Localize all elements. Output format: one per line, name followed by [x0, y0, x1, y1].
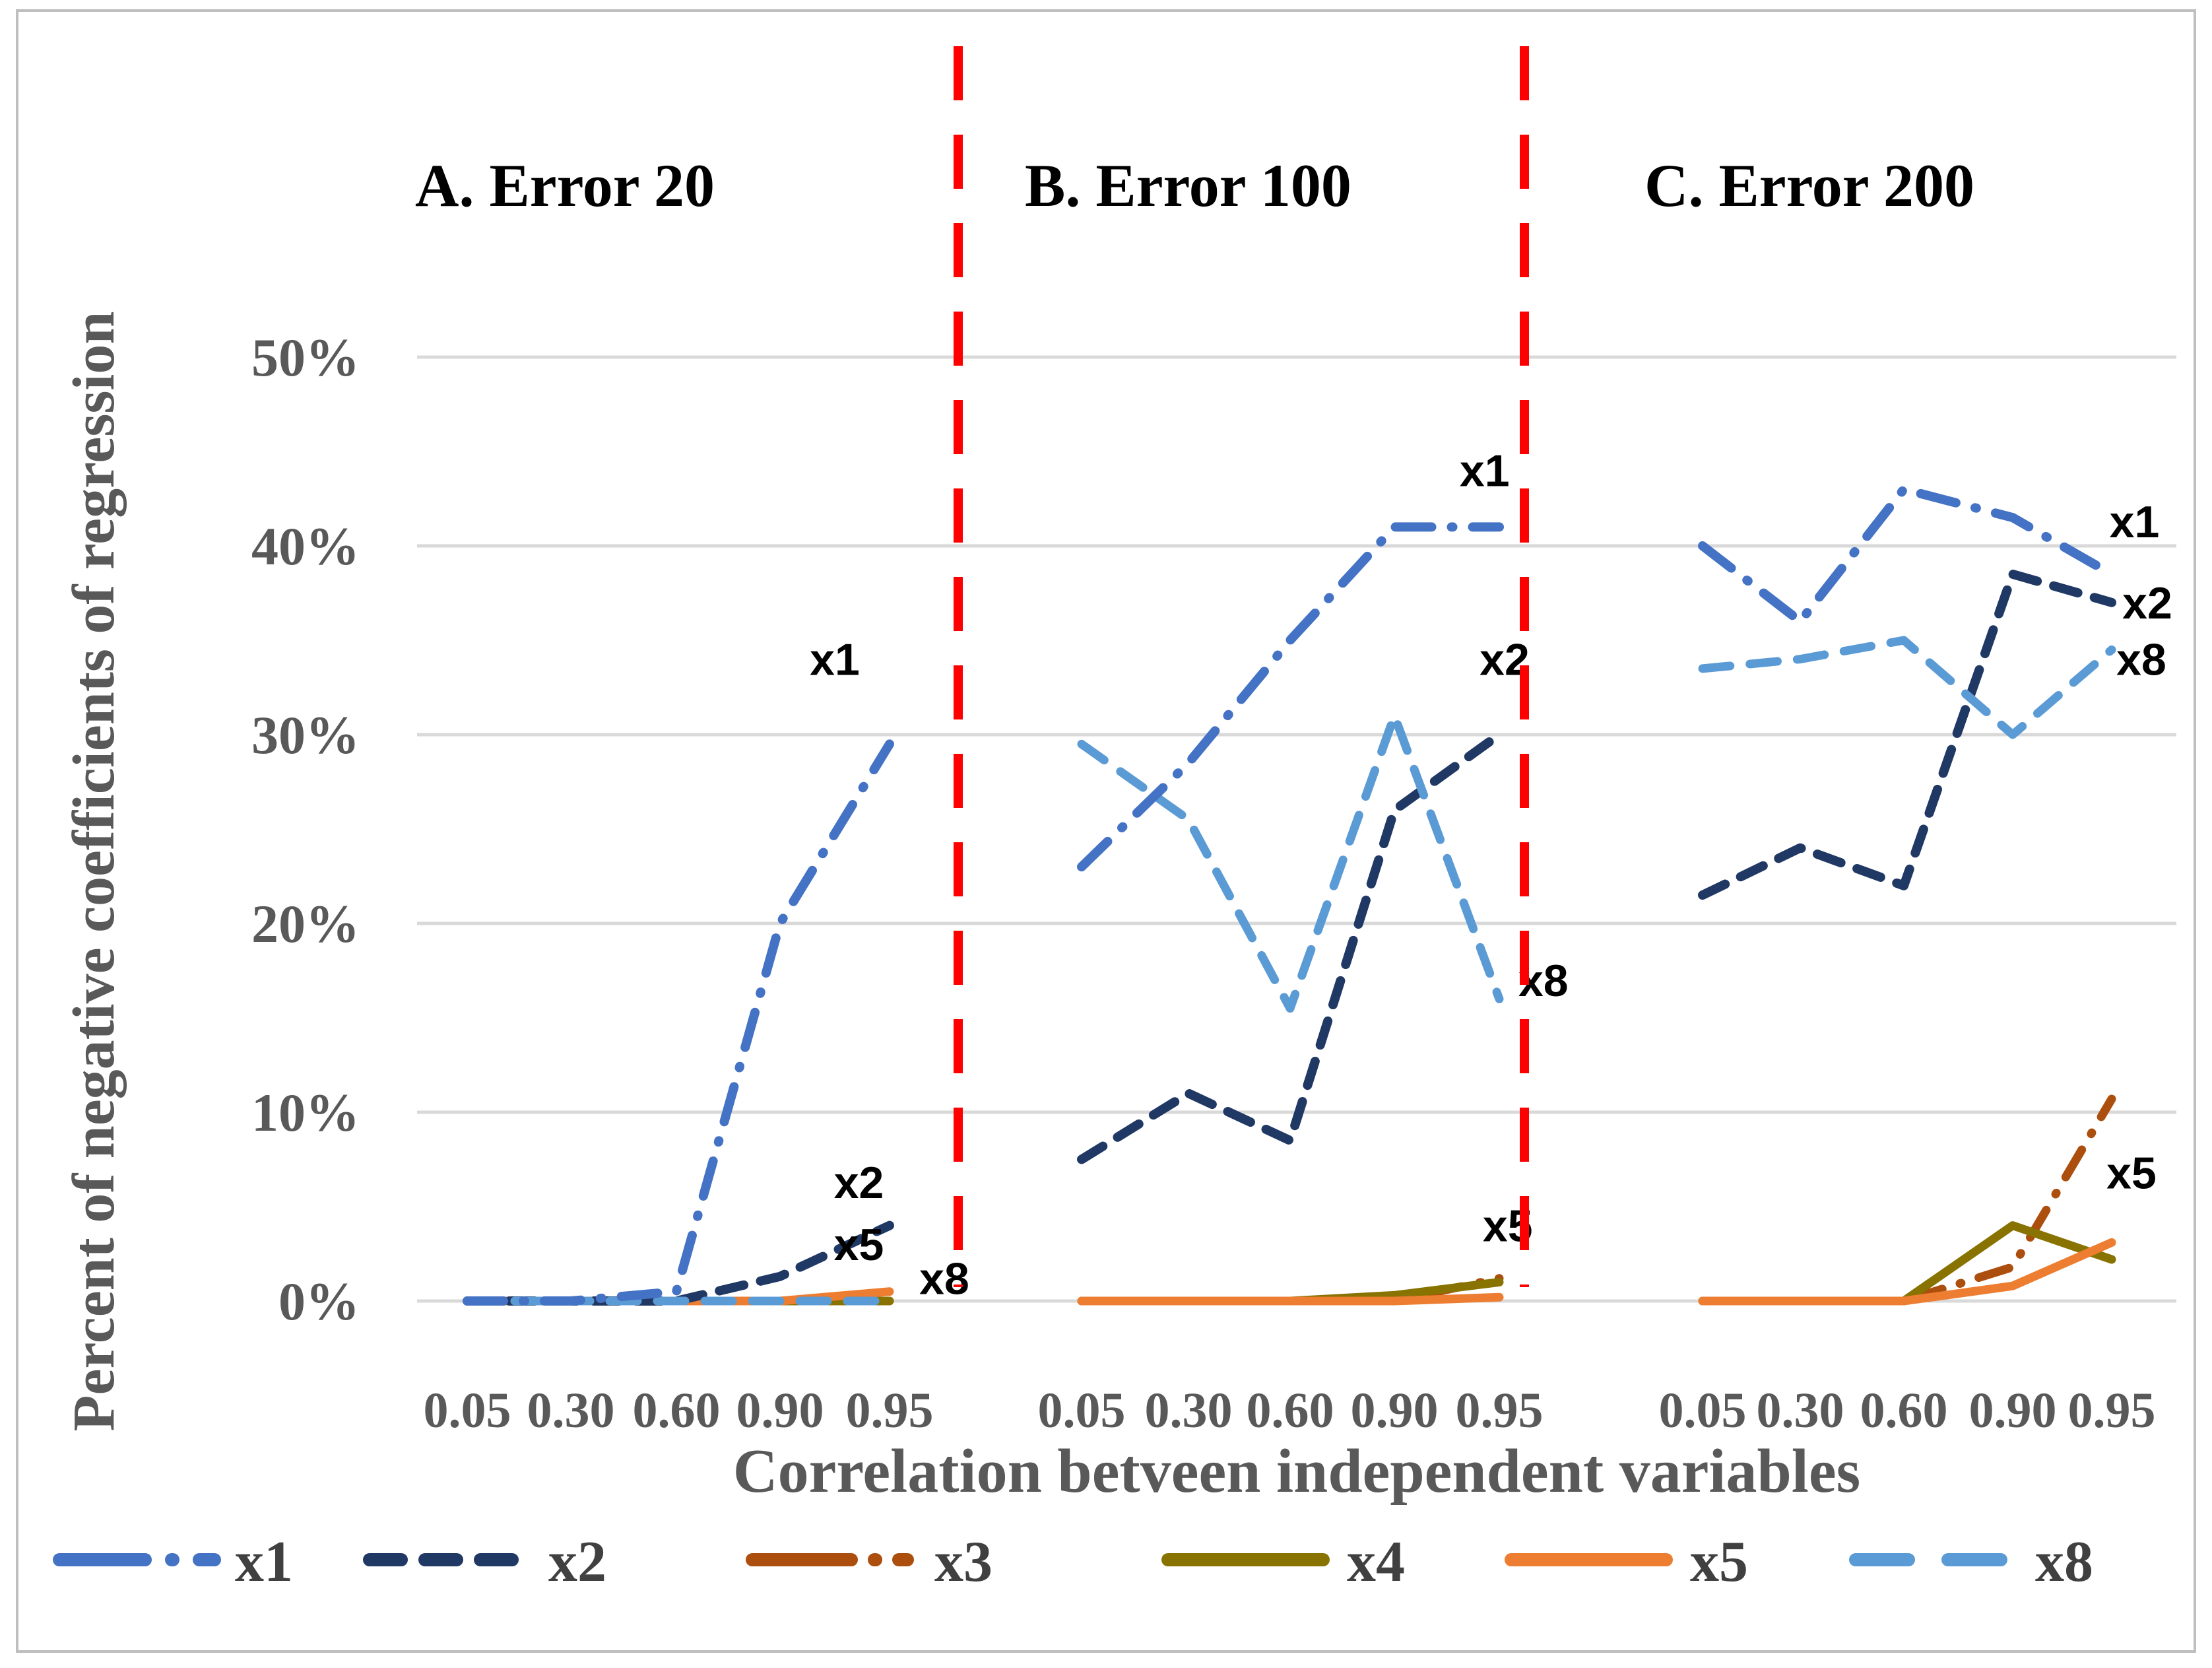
gridlines — [417, 355, 2176, 1303]
legend-label-x5: x5 — [1690, 1530, 1748, 1594]
legend-item-x1: x1 — [53, 1530, 293, 1594]
x-tick-label: 0.30 — [1145, 1383, 1233, 1438]
x-tick-label: 0.05 — [424, 1383, 511, 1438]
x-tick-label: 0.60 — [633, 1383, 721, 1438]
y-axis-title: Percent of negative coefficients of regr… — [61, 312, 127, 1432]
x-tick-label: 0.60 — [1860, 1383, 1948, 1438]
x-tick-label: 0.30 — [1757, 1383, 1844, 1438]
series-label-x2: x2 — [834, 1158, 884, 1208]
panel-title: C. Error 200 — [1644, 152, 1974, 219]
panel-title: B. Error 100 — [1025, 152, 1351, 219]
series-label-x1: x1 — [810, 635, 860, 685]
legend-item-x5: x5 — [1505, 1530, 1748, 1594]
series-x4-line — [1698, 1221, 2116, 1306]
series-x5-line — [1698, 1238, 2116, 1306]
legend-label-x1: x1 — [235, 1530, 293, 1594]
legend-item-x8: x8 — [1849, 1530, 2093, 1594]
series-x2-line — [1077, 730, 1504, 1164]
x-tick-label: 0.90 — [1969, 1383, 2057, 1438]
series-x8-line — [1698, 636, 2116, 739]
series-x8-line — [1077, 711, 1504, 1013]
x-axis-title: Correlation betveen independent variable… — [733, 1437, 1860, 1506]
series-x3-line — [1698, 1094, 2116, 1306]
series-x1-line — [1077, 522, 1504, 872]
legend-label-x8: x8 — [2035, 1530, 2093, 1594]
legend-label-x2: x2 — [548, 1530, 606, 1594]
legend-item-x2: x2 — [363, 1530, 606, 1594]
y-tick-label: 10% — [251, 1083, 360, 1143]
panel-title: A. Error 20 — [415, 152, 715, 219]
legend: x1 x2 x3 x4 x5 x8 — [53, 1530, 2093, 1594]
series-label-x1: x1 — [2110, 497, 2160, 547]
y-axis-tick-labels: 50% 40% 30% 20% 10% 0% — [251, 327, 360, 1331]
legend-item-x4: x4 — [1161, 1530, 1405, 1594]
series-x1-line — [1698, 484, 2116, 626]
x-tick-label: 0.90 — [1351, 1383, 1439, 1438]
x-tick-label: 0.05 — [1038, 1383, 1126, 1438]
series-label-x1: x1 — [1460, 446, 1510, 496]
series-label-x5: x5 — [834, 1220, 884, 1270]
x-tick-label: 0.05 — [1659, 1383, 1747, 1438]
series-label-x5: x5 — [2106, 1149, 2157, 1199]
x-tick-label: 0.60 — [1247, 1383, 1334, 1438]
y-tick-label: 20% — [251, 894, 360, 954]
series-x2-line — [1698, 569, 2116, 900]
series-x1-line — [463, 739, 894, 1306]
x-tick-label: 0.95 — [1456, 1383, 1544, 1438]
series-label-x8: x8 — [919, 1254, 969, 1304]
y-tick-label: 50% — [251, 327, 360, 387]
legend-item-x3: x3 — [746, 1530, 992, 1594]
x-tick-label: 0.95 — [846, 1383, 934, 1438]
x-tick-label: 0.30 — [527, 1383, 615, 1438]
legend-label-x4: x4 — [1347, 1530, 1405, 1594]
panel-A: A. Error 20 0.05 0.30 0.60 0.90 0.95 x1 x2 x5 x8 — [415, 152, 969, 1438]
x-tick-label: 0.90 — [736, 1383, 824, 1438]
series-label-x2: x2 — [2122, 578, 2172, 628]
series-x5-line — [1077, 1292, 1504, 1306]
y-tick-label: 40% — [251, 516, 360, 576]
figure-border — [16, 9, 2196, 1653]
legend-label-x3: x3 — [934, 1530, 992, 1594]
y-tick-label: 30% — [251, 705, 360, 765]
series-label-x8: x8 — [2116, 635, 2166, 685]
y-tick-label: 0% — [278, 1271, 360, 1331]
x-tick-label: 0.95 — [2068, 1383, 2156, 1438]
panel-C: C. Error 200 0.05 0.30 0.60 0.90 0.95 x1 x2 x8 x5 — [1644, 152, 2172, 1438]
